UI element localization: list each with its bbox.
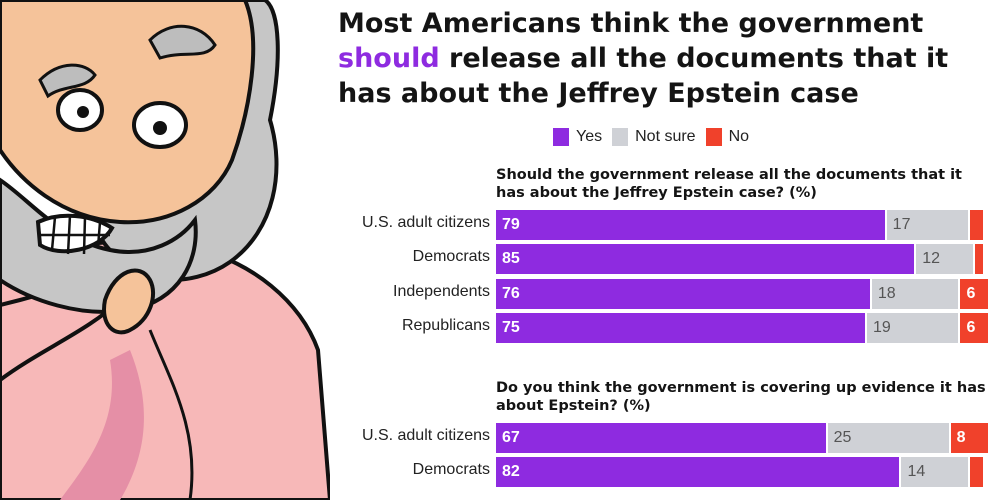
category-label: Democrats bbox=[412, 248, 490, 265]
question-1-title: Should the government release all the do… bbox=[496, 167, 962, 201]
data-label: 6 bbox=[966, 285, 976, 302]
category-label: Republicans bbox=[401, 317, 490, 334]
stacked-bar: 85 12 bbox=[496, 244, 988, 274]
category-label: Independents bbox=[393, 283, 490, 300]
bar-segment-not-sure: 17 bbox=[884, 210, 969, 240]
legend-item-no: No bbox=[705, 128, 750, 146]
bar-segment-yes: 76 bbox=[496, 279, 870, 309]
data-label: 18 bbox=[877, 285, 896, 302]
teeth-lines bbox=[40, 214, 110, 255]
eyebrow-shape-left bbox=[38, 63, 97, 99]
data-label: 67 bbox=[502, 429, 520, 446]
title-line-1: Most Americans think the government bbox=[338, 8, 924, 39]
legend-label-not-sure: Not sure bbox=[635, 128, 696, 145]
data-label: 82 bbox=[502, 463, 520, 480]
question-2-title: Do you think the government is covering … bbox=[496, 380, 986, 414]
legend-swatch-yes bbox=[553, 128, 569, 146]
data-label: 19 bbox=[873, 319, 891, 336]
bar-segment-not-sure: 14 bbox=[899, 457, 969, 487]
title-highlight: should bbox=[338, 43, 440, 74]
shirt-fold bbox=[148, 329, 194, 500]
title-line-3: has about the Jeffrey Epstein case bbox=[338, 78, 859, 109]
category-label: U.S. adult citizens bbox=[361, 214, 490, 231]
data-label: 75 bbox=[502, 319, 520, 336]
data-label: 79 bbox=[502, 216, 520, 233]
bar-segment-yes: 75 bbox=[496, 313, 865, 343]
chart-row: U.S. adult citizens 79 17 bbox=[0, 210, 1000, 240]
chart-row: Republicans 75 19 6 bbox=[0, 313, 1000, 343]
stacked-bar: 67 25 8 bbox=[496, 423, 988, 453]
cartoon-illustration bbox=[0, 0, 330, 500]
chart-row: Democrats 82 14 bbox=[0, 457, 1000, 487]
bar-segment-not-sure: 19 bbox=[865, 313, 959, 343]
legend-swatch-no bbox=[705, 128, 722, 146]
bar-segment-no bbox=[968, 457, 984, 487]
eyebrow-shape bbox=[148, 24, 217, 60]
bar-segment-no: 8 bbox=[948, 423, 988, 453]
bar-segment-not-sure: 12 bbox=[914, 244, 974, 274]
bar-segment-no: 6 bbox=[958, 279, 988, 309]
bar-segment-not-sure: 18 bbox=[869, 279, 959, 309]
data-label: 25 bbox=[833, 429, 852, 446]
data-label: 14 bbox=[907, 463, 926, 480]
chart-row: U.S. adult citizens 67 25 8 bbox=[0, 423, 1000, 453]
bar-segment-no: 6 bbox=[958, 313, 988, 343]
mouth-shape bbox=[35, 213, 115, 254]
stacked-bar: 75 19 6 bbox=[496, 313, 988, 343]
category-label: Democrats bbox=[412, 461, 490, 478]
bar-segment-yes: 67 bbox=[496, 423, 826, 453]
data-label: 8 bbox=[956, 429, 966, 446]
legend-label-yes: Yes bbox=[576, 128, 603, 145]
data-label: 17 bbox=[892, 216, 911, 233]
stacked-bar: 76 18 6 bbox=[496, 279, 988, 309]
stacked-bar: 79 17 bbox=[496, 210, 988, 240]
data-label: 12 bbox=[922, 250, 940, 267]
legend-swatch-not-sure bbox=[612, 128, 629, 146]
hand-shape bbox=[102, 268, 156, 335]
title-line-2: release all the documents that it bbox=[439, 43, 949, 74]
legend-label-no: No bbox=[728, 128, 750, 145]
pupil-shape bbox=[153, 121, 167, 135]
bar-segment-yes: 79 bbox=[496, 210, 885, 240]
bar-segment-not-sure: 25 bbox=[825, 423, 949, 453]
chart-row: Democrats 85 12 bbox=[0, 244, 1000, 274]
data-label: 76 bbox=[502, 285, 520, 302]
bar-segment-no bbox=[968, 210, 984, 240]
bar-segment-yes: 85 bbox=[496, 244, 915, 274]
stacked-bar: 82 14 bbox=[496, 457, 988, 487]
data-label: 85 bbox=[502, 250, 520, 267]
bar-segment-no bbox=[973, 244, 984, 274]
pupil-shape-left bbox=[77, 106, 89, 118]
shirt-shadow bbox=[60, 350, 144, 500]
legend: Yes Not sure No bbox=[553, 126, 759, 148]
legend-item-not-sure: Not sure bbox=[612, 128, 696, 146]
legend-item-yes: Yes bbox=[553, 128, 602, 146]
category-label: U.S. adult citizens bbox=[361, 427, 490, 444]
data-label: 6 bbox=[966, 319, 976, 336]
chart-title: Most Americans think the government shou… bbox=[338, 6, 988, 111]
face-shape bbox=[0, 0, 256, 225]
bar-segment-yes: 82 bbox=[496, 457, 900, 487]
chart-row: Independents 76 18 6 bbox=[0, 279, 1000, 309]
